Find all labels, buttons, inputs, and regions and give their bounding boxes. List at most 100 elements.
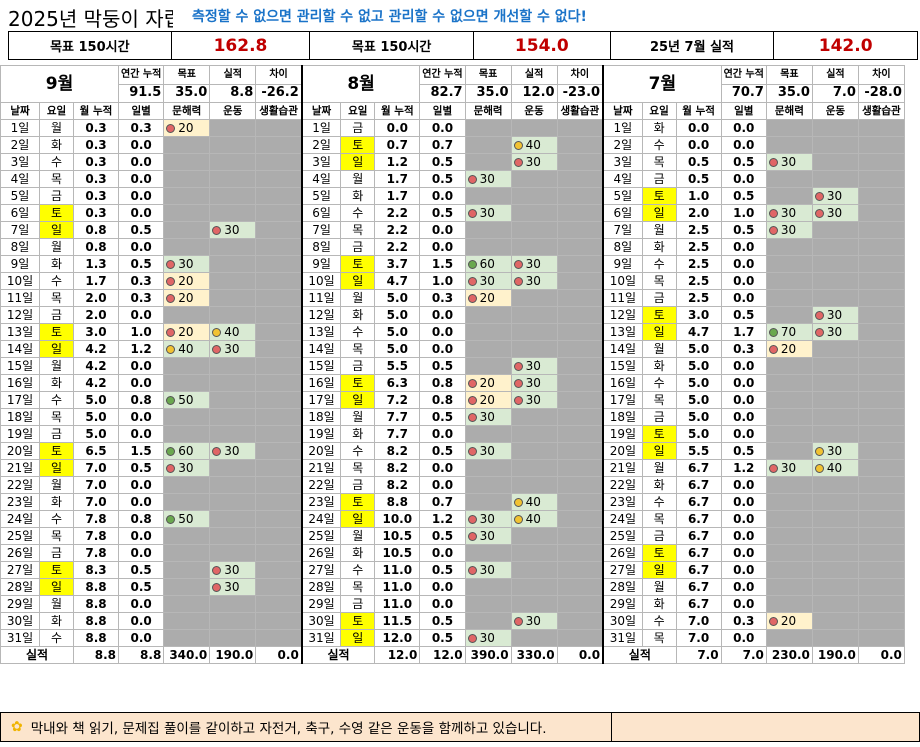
column-header[interactable]: 요일 bbox=[641, 102, 677, 120]
date-cell[interactable]: 27일 bbox=[602, 561, 643, 579]
daily-hours-cell[interactable]: 0.0 bbox=[117, 408, 165, 426]
daily-hours-cell[interactable]: 0.8 bbox=[117, 510, 165, 528]
daily-hours-cell[interactable]: 0.0 bbox=[117, 612, 165, 630]
habit-cell[interactable] bbox=[857, 255, 905, 273]
literacy-cell[interactable]: 30 bbox=[464, 561, 512, 579]
stat-header[interactable]: 목표 bbox=[163, 65, 211, 85]
weekday-cell[interactable]: 일 bbox=[641, 323, 677, 341]
literacy-cell[interactable] bbox=[464, 340, 512, 358]
column-header[interactable]: 운동 bbox=[510, 102, 558, 120]
exercise-cell[interactable]: 40 bbox=[811, 459, 859, 477]
monthly-cumulative-cell[interactable]: 3.0 bbox=[73, 323, 119, 341]
daily-hours-cell[interactable]: 0.3 bbox=[720, 340, 767, 358]
exercise-cell[interactable] bbox=[209, 187, 257, 205]
weekday-cell[interactable]: 목 bbox=[340, 340, 376, 358]
habit-cell[interactable] bbox=[857, 136, 905, 154]
date-cell[interactable]: 20일 bbox=[300, 442, 342, 460]
date-cell[interactable]: 28일 bbox=[300, 578, 342, 596]
footer-empty-cell[interactable] bbox=[612, 713, 919, 741]
date-cell[interactable]: 3일 bbox=[602, 153, 643, 171]
monthly-cumulative-cell[interactable]: 5.0 bbox=[675, 357, 722, 375]
weekday-cell[interactable]: 금 bbox=[39, 187, 74, 205]
literacy-cell[interactable] bbox=[765, 493, 813, 511]
habit-cell[interactable] bbox=[255, 170, 303, 188]
monthly-cumulative-cell[interactable]: 5.0 bbox=[675, 391, 722, 409]
exercise-cell[interactable] bbox=[811, 289, 859, 307]
monthly-cumulative-cell[interactable]: 5.0 bbox=[675, 374, 722, 392]
stat-value[interactable]: 8.8 bbox=[209, 83, 257, 103]
monthly-cumulative-cell[interactable]: 10.5 bbox=[374, 527, 421, 545]
weekday-cell[interactable]: 금 bbox=[39, 306, 74, 324]
daily-hours-cell[interactable]: 0.5 bbox=[117, 221, 165, 239]
exercise-cell[interactable]: 30 bbox=[209, 221, 257, 239]
monthly-cumulative-cell[interactable]: 11.5 bbox=[374, 612, 421, 630]
exercise-cell[interactable] bbox=[811, 510, 859, 528]
literacy-cell[interactable] bbox=[765, 136, 813, 154]
weekday-cell[interactable]: 목 bbox=[39, 527, 74, 545]
habit-cell[interactable] bbox=[857, 323, 905, 341]
column-header[interactable]: 문해력 bbox=[163, 102, 211, 120]
date-cell[interactable]: 15일 bbox=[602, 357, 643, 375]
weekday-cell[interactable]: 수 bbox=[641, 255, 677, 273]
weekday-cell[interactable]: 목 bbox=[39, 170, 74, 188]
literacy-cell[interactable] bbox=[163, 408, 211, 426]
monthly-cumulative-cell[interactable]: 7.0 bbox=[675, 612, 722, 630]
literacy-cell[interactable] bbox=[464, 544, 512, 562]
weekday-cell[interactable]: 일 bbox=[340, 510, 376, 528]
date-cell[interactable]: 15일 bbox=[300, 357, 342, 375]
monthly-cumulative-cell[interactable]: 1.7 bbox=[73, 272, 119, 290]
weekday-cell[interactable]: 목 bbox=[641, 510, 677, 528]
literacy-cell[interactable] bbox=[765, 170, 813, 188]
weekday-cell[interactable]: 월 bbox=[39, 119, 74, 137]
daily-hours-cell[interactable]: 0.5 bbox=[419, 527, 466, 545]
daily-hours-cell[interactable]: 0.0 bbox=[117, 357, 165, 375]
column-header[interactable]: 일별 bbox=[117, 102, 165, 120]
daily-hours-cell[interactable]: 0.8 bbox=[419, 374, 466, 392]
stat-value[interactable]: -28.0 bbox=[857, 83, 905, 103]
daily-hours-cell[interactable]: 0.8 bbox=[117, 391, 165, 409]
stat-header[interactable]: 차이 bbox=[255, 65, 303, 85]
daily-hours-cell[interactable]: 0.5 bbox=[419, 561, 466, 579]
daily-hours-cell[interactable]: 0.0 bbox=[419, 476, 466, 494]
daily-hours-cell[interactable]: 0.0 bbox=[117, 238, 165, 256]
exercise-cell[interactable] bbox=[811, 493, 859, 511]
weekday-cell[interactable]: 토 bbox=[340, 136, 376, 154]
exercise-cell[interactable] bbox=[209, 170, 257, 188]
literacy-cell[interactable] bbox=[163, 136, 211, 154]
weekday-cell[interactable]: 수 bbox=[641, 493, 677, 511]
exercise-cell[interactable] bbox=[209, 425, 257, 443]
date-cell[interactable]: 13일 bbox=[602, 323, 643, 341]
monthly-cumulative-cell[interactable]: 7.2 bbox=[374, 391, 421, 409]
date-cell[interactable]: 13일 bbox=[0, 323, 40, 341]
daily-hours-cell[interactable]: 0.7 bbox=[419, 136, 466, 154]
weekday-cell[interactable]: 화 bbox=[641, 476, 677, 494]
date-cell[interactable]: 6일 bbox=[602, 204, 643, 222]
habit-cell[interactable] bbox=[255, 408, 303, 426]
literacy-cell[interactable] bbox=[765, 425, 813, 443]
monthly-cumulative-cell[interactable]: 6.3 bbox=[374, 374, 421, 392]
monthly-cumulative-cell[interactable]: 0.3 bbox=[73, 153, 119, 171]
habit-cell[interactable] bbox=[857, 187, 905, 205]
exercise-cell[interactable]: 30 bbox=[209, 442, 257, 460]
weekday-cell[interactable]: 화 bbox=[39, 374, 74, 392]
date-cell[interactable]: 29일 bbox=[0, 595, 40, 613]
total-value[interactable]: 330.0 bbox=[510, 646, 558, 664]
literacy-cell[interactable] bbox=[765, 289, 813, 307]
weekday-cell[interactable]: 금 bbox=[340, 119, 376, 137]
literacy-cell[interactable]: 20 bbox=[464, 374, 512, 392]
weekday-cell[interactable]: 수 bbox=[641, 374, 677, 392]
daily-hours-cell[interactable]: 0.0 bbox=[117, 595, 165, 613]
monthly-cumulative-cell[interactable]: 0.0 bbox=[675, 119, 722, 137]
daily-hours-cell[interactable]: 0.5 bbox=[720, 306, 767, 324]
exercise-cell[interactable]: 40 bbox=[510, 493, 558, 511]
column-header[interactable]: 생활습관 bbox=[255, 102, 303, 120]
monthly-cumulative-cell[interactable]: 1.7 bbox=[374, 187, 421, 205]
exercise-cell[interactable]: 30 bbox=[510, 357, 558, 375]
date-cell[interactable]: 11일 bbox=[0, 289, 40, 307]
habit-cell[interactable] bbox=[255, 357, 303, 375]
habit-cell[interactable] bbox=[857, 340, 905, 358]
stat-value[interactable]: 35.0 bbox=[765, 83, 813, 103]
literacy-cell[interactable]: 30 bbox=[765, 204, 813, 222]
daily-hours-cell[interactable]: 0.0 bbox=[720, 629, 767, 647]
totals-label[interactable]: 실적 bbox=[300, 646, 376, 664]
